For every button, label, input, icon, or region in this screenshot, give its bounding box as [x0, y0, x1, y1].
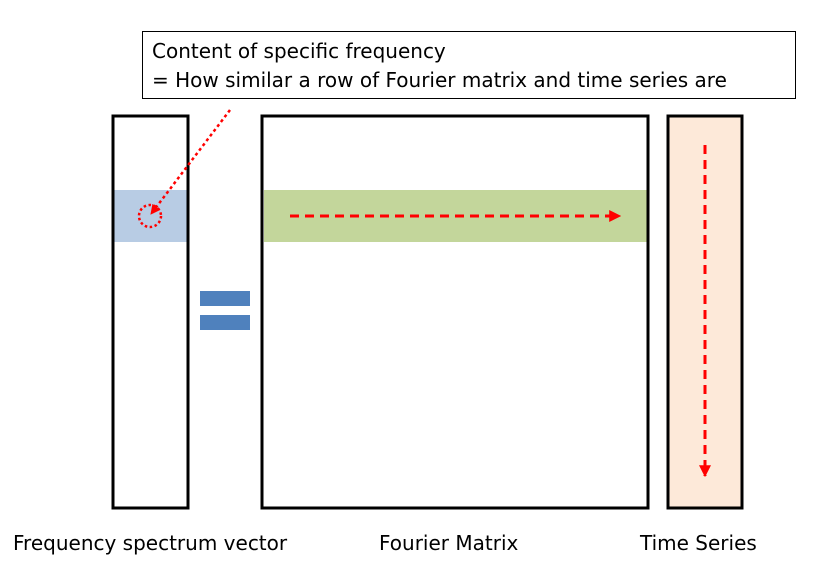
callout-pointer — [137, 109, 231, 229]
frequency-spectrum-vector — [111, 114, 190, 510]
equals-sign-icon — [200, 291, 250, 330]
dotted-circle-icon — [137, 203, 163, 229]
fourier-matrix-outline — [260, 114, 650, 510]
dotted-pointer-arrow-icon — [150, 109, 231, 215]
callout-title: Content of specific frequency — [152, 39, 446, 63]
frequency-vector-label: Frequency spectrum vector — [13, 531, 288, 555]
fourier-matrix — [260, 114, 650, 510]
callout-box: Content of specific frequency = How simi… — [142, 31, 796, 99]
frequency-vector-outline — [111, 114, 190, 510]
fourier-matrix-label: Fourier Matrix — [379, 531, 519, 555]
frequency-highlight-cell — [114, 190, 188, 242]
callout-explanation: = How similar a row of Fourier matrix an… — [152, 68, 727, 92]
time-series-vector — [666, 114, 744, 510]
time-series-label: Time Series — [640, 531, 757, 555]
